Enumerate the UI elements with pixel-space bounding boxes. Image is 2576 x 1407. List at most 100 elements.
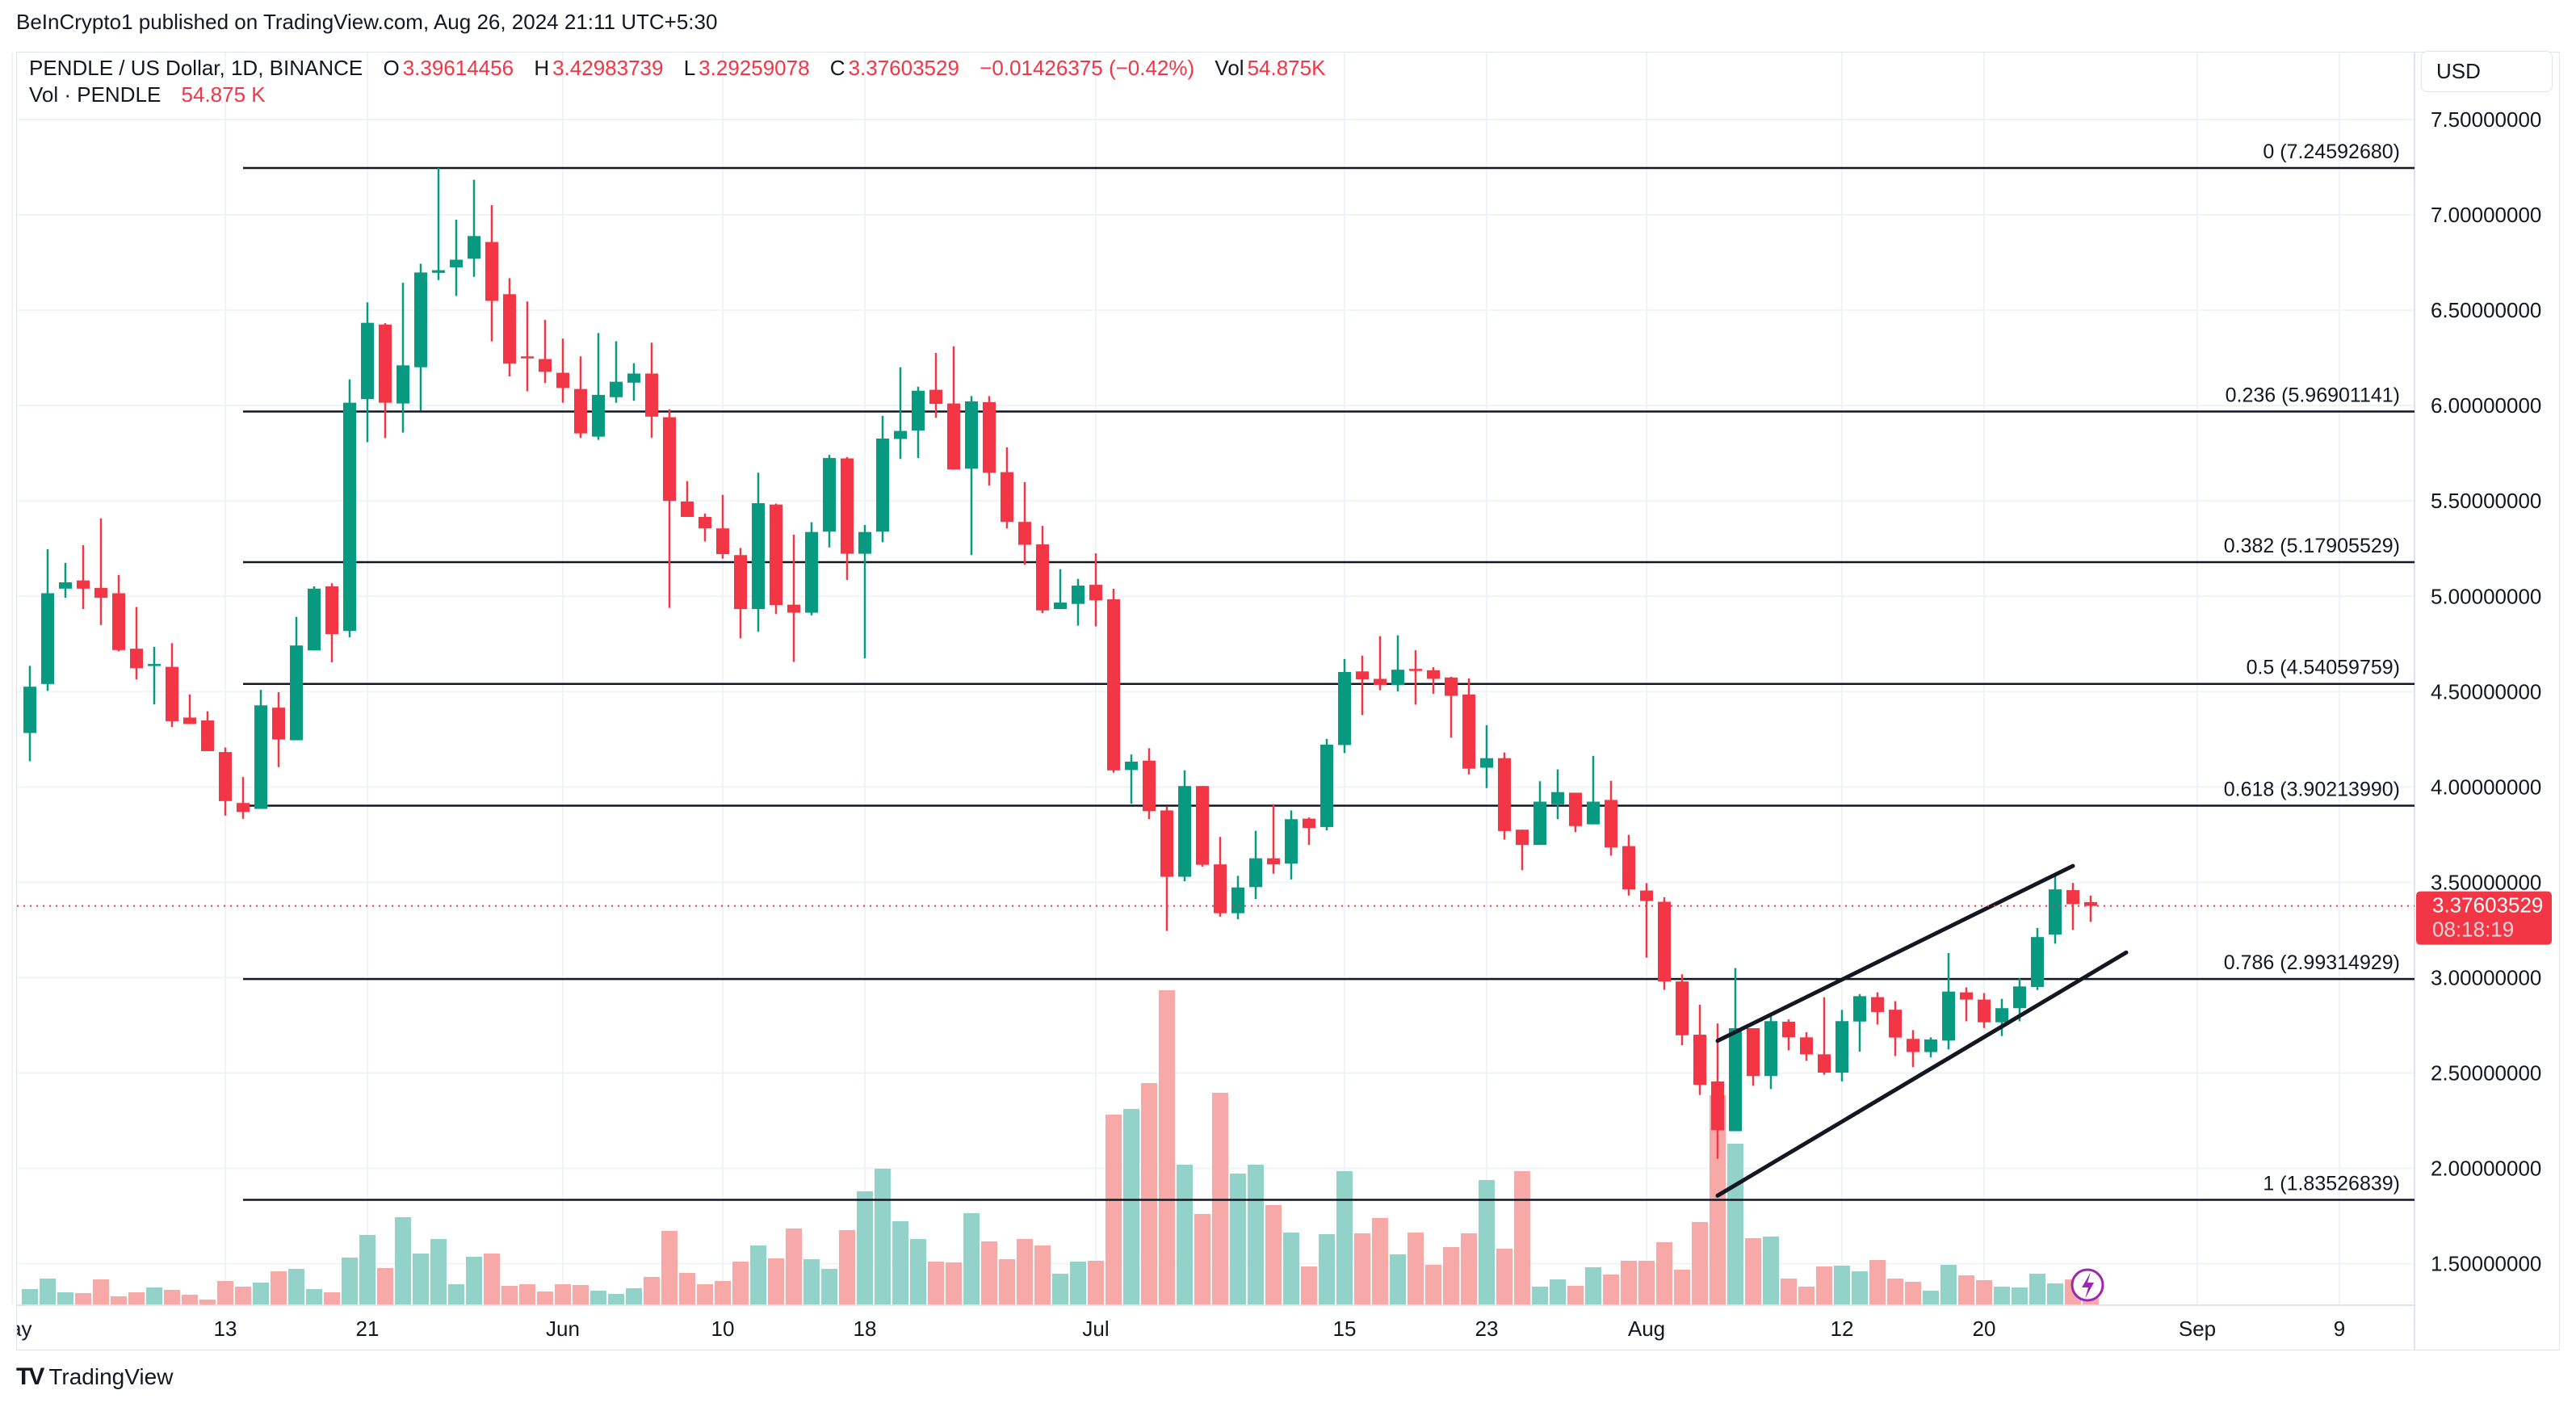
volume-bar	[22, 1289, 38, 1304]
candle-body	[485, 242, 498, 301]
tradingview-logo[interactable]: TV TradingView	[16, 1363, 173, 1391]
candle-body	[1711, 1081, 1724, 1131]
trend-channel	[1715, 863, 2129, 1198]
bar-countdown: 08:18:19	[2432, 918, 2514, 942]
candle	[716, 494, 729, 559]
symbol-title[interactable]: PENDLE / US Dollar, 1D, BINANCE	[29, 56, 363, 80]
time-tick-label: 15	[1333, 1317, 1357, 1341]
candle	[1391, 635, 1404, 692]
volume-bar	[875, 1169, 891, 1304]
grid-lines	[11, 52, 2415, 1350]
volume-bar	[1834, 1266, 1850, 1304]
candle-body	[1160, 810, 1173, 877]
fib-level-label: 0 (7.24592680)	[2263, 141, 2400, 163]
candle-body	[450, 259, 463, 267]
candle-body	[1693, 1035, 1706, 1086]
volume-bar	[1496, 1249, 1512, 1304]
candle-body	[1356, 671, 1369, 679]
candle	[183, 694, 196, 724]
candle	[1338, 658, 1351, 754]
candle-body	[201, 720, 214, 751]
volume-bar	[1425, 1265, 1441, 1304]
candle	[1924, 1037, 1937, 1058]
candle-body	[556, 372, 569, 388]
close-label: C	[829, 56, 845, 80]
high-label: H	[534, 56, 550, 80]
candle-body	[574, 388, 587, 434]
price-tick-label: 3.50000000	[2431, 870, 2541, 894]
candlesticks	[23, 167, 2097, 1159]
price-tick-label: 7.00000000	[2431, 203, 2541, 227]
candle	[379, 323, 392, 439]
candle	[290, 616, 303, 741]
volume-bar	[1656, 1242, 1672, 1304]
volume-bar	[928, 1262, 944, 1304]
volume-bar	[1763, 1237, 1779, 1304]
candle	[1640, 883, 1653, 958]
candle-body	[112, 593, 125, 650]
candle-body	[1409, 669, 1422, 671]
candle-body	[308, 588, 321, 651]
candle-body	[823, 458, 836, 532]
candle-body	[1924, 1039, 1937, 1052]
candle-body	[1054, 603, 1067, 610]
candle-body	[1462, 694, 1475, 769]
price-tick-label: 2.00000000	[2431, 1157, 2541, 1181]
volume-bar	[803, 1259, 820, 1304]
candle	[1231, 876, 1244, 920]
candle	[983, 396, 996, 486]
price-axis[interactable]: 7.50000000 7.00000000 6.50000000 6.00000000…	[2431, 107, 2541, 1276]
candle-body	[1143, 760, 1156, 812]
candle	[929, 352, 942, 418]
volume-bar	[271, 1271, 287, 1304]
candle	[1107, 589, 1120, 773]
candle-body	[1907, 1039, 1919, 1052]
time-tick-label: 21	[356, 1317, 380, 1341]
vol-value: 54.875K	[1247, 56, 1326, 80]
candle	[1160, 806, 1173, 931]
time-tick-label: 9	[2334, 1317, 2345, 1341]
volume-bar	[1550, 1279, 1566, 1304]
candle-body	[1338, 671, 1351, 746]
candle-body	[1622, 846, 1635, 890]
candle-body	[752, 503, 765, 610]
candle	[823, 455, 836, 548]
candle-body	[1782, 1021, 1795, 1038]
volume-bar	[573, 1285, 589, 1304]
symbol-legend-row: PENDLE / US Dollar, 1D, BINANCE O 3.39614…	[29, 55, 1328, 82]
candle-body	[1498, 758, 1511, 831]
volume-bar	[1177, 1165, 1193, 1304]
time-axis[interactable]: May 13 21 Jun 10 18 Jul 15 23 Aug 12 20 Sep 9	[0, 1317, 2345, 1341]
candle	[450, 219, 463, 296]
candle	[1303, 817, 1315, 846]
volume-bar	[199, 1300, 216, 1304]
candle	[2031, 927, 2044, 990]
candle-body	[1231, 887, 1244, 914]
candle	[1516, 830, 1529, 871]
candle	[343, 379, 356, 638]
candle-body	[1267, 858, 1280, 865]
candle-body	[41, 593, 54, 684]
candle-body	[1374, 678, 1387, 686]
replay-button[interactable]	[2070, 1268, 2104, 1302]
trend-line	[1715, 950, 2129, 1198]
currency-button[interactable]: USD	[2421, 51, 2553, 92]
volume-bar	[555, 1284, 571, 1304]
candle-body	[1196, 786, 1209, 865]
candle-body	[1427, 670, 1440, 679]
volume-bar	[1852, 1271, 1868, 1304]
candle	[1480, 724, 1493, 788]
candle-body	[1853, 996, 1866, 1022]
candle	[770, 503, 782, 615]
volume-bar	[1923, 1291, 1939, 1304]
volume-series-label[interactable]: Vol · PENDLE	[29, 82, 162, 107]
candle-body	[77, 580, 90, 589]
candle-body	[130, 649, 143, 669]
volume-bar	[1887, 1279, 1903, 1304]
volume-bar	[839, 1230, 855, 1304]
candle	[1836, 1010, 1848, 1082]
price-tick-label: 5.50000000	[2431, 489, 2541, 513]
candle	[1960, 987, 1973, 1022]
low-label: L	[683, 56, 696, 80]
